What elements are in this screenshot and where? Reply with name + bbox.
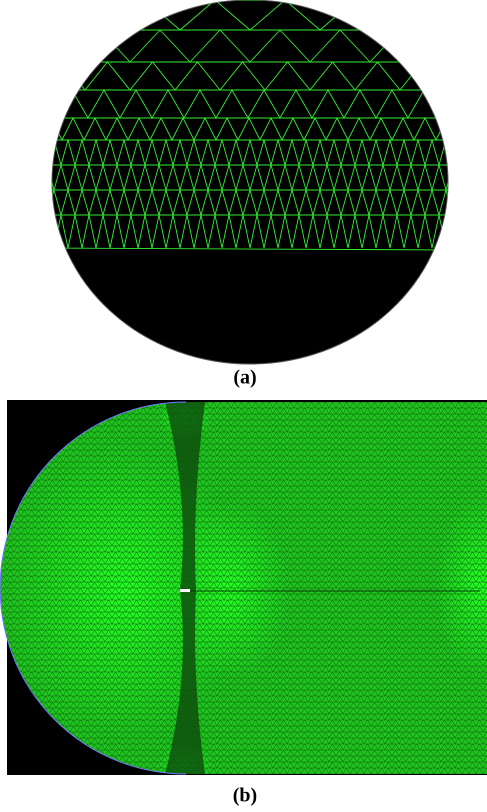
fine-mesh xyxy=(0,396,487,787)
figure: (a) (b) xyxy=(0,0,487,812)
caption: (a) xyxy=(233,367,256,389)
panel-b: (b) xyxy=(0,396,487,807)
caption: (b) xyxy=(233,785,257,807)
panel-a: (a) xyxy=(0,0,487,389)
mesh-view xyxy=(52,0,448,364)
